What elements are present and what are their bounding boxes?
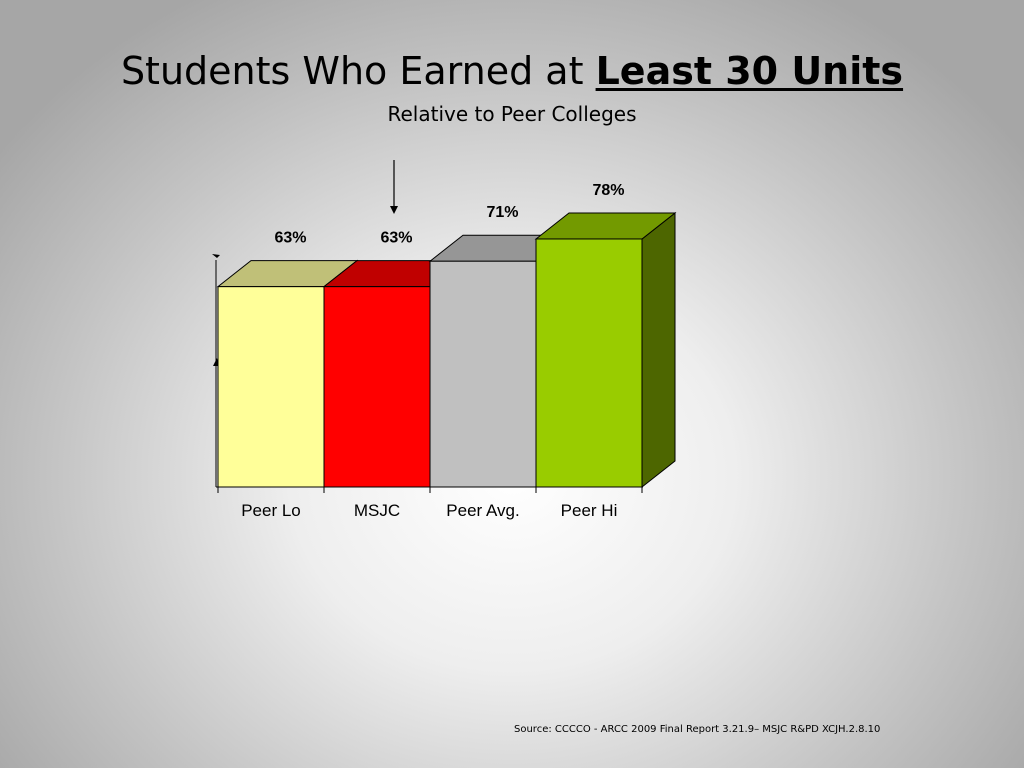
data-label-peer-avg: 71% [486,204,518,221]
bar-msjc [323,286,431,488]
source-note: Source: CCCCO - ARCC 2009 Final Report 3… [514,724,881,735]
data-label-msjc: 63% [380,230,412,247]
bar-side-peer-hi [641,211,676,489]
x-tick-label-peer-lo: Peer Lo [241,501,301,520]
x-tick-label-peer-hi: Peer Hi [561,501,618,520]
axis-arrow-marker [212,254,220,258]
bar-peer-lo [217,286,325,488]
x-tick-label-msjc: MSJC [354,501,400,520]
title-prefix: Students Who Earned at [120,49,596,93]
data-label-peer-lo: 63% [274,230,306,247]
x-tick-label-peer-avg: Peer Avg. [446,501,519,520]
slide-subtitle: Relative to Peer Colleges [387,102,637,126]
data-label-peer-hi: 78% [592,182,624,199]
bar-peer-avg [429,260,537,488]
slide-title: Students Who Earned at Least 30 Units [0,46,1024,96]
bar-peer-hi [535,238,643,488]
highlight-arrow-head [390,206,398,214]
title-emphasis: Least 30 Units [595,49,904,93]
